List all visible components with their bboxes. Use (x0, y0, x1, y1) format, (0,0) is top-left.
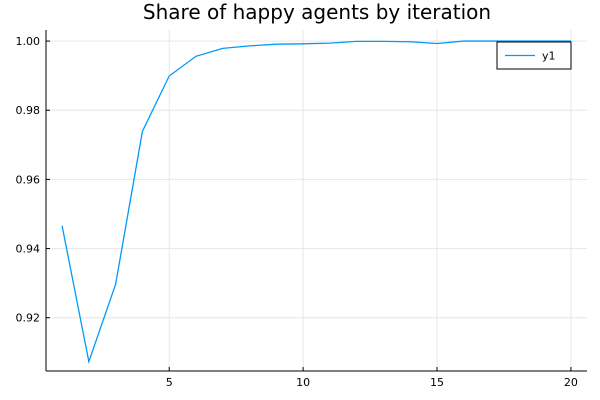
y-tick-label: 0.92 (16, 312, 41, 325)
chart-title: Share of happy agents by iteration (143, 0, 491, 24)
grid (46, 30, 587, 371)
axes: 5 10 15 20 0.92 0.94 0.96 0.98 1.00 (16, 30, 587, 389)
series-line-y1 (61, 40, 571, 365)
x-tick-label: 10 (296, 376, 310, 389)
x-tick-label: 20 (564, 376, 578, 389)
x-tick-label: 5 (166, 376, 173, 389)
legend-label: y1 (542, 50, 556, 63)
legend: y1 (496, 41, 572, 70)
y-tick-label: 0.94 (16, 243, 41, 256)
y-tick-label: 0.98 (16, 104, 41, 117)
series-layer (61, 40, 571, 365)
y-tick-label: 0.96 (16, 173, 41, 186)
y-tick-label: 1.00 (16, 35, 41, 48)
x-tick-label: 15 (430, 376, 444, 389)
